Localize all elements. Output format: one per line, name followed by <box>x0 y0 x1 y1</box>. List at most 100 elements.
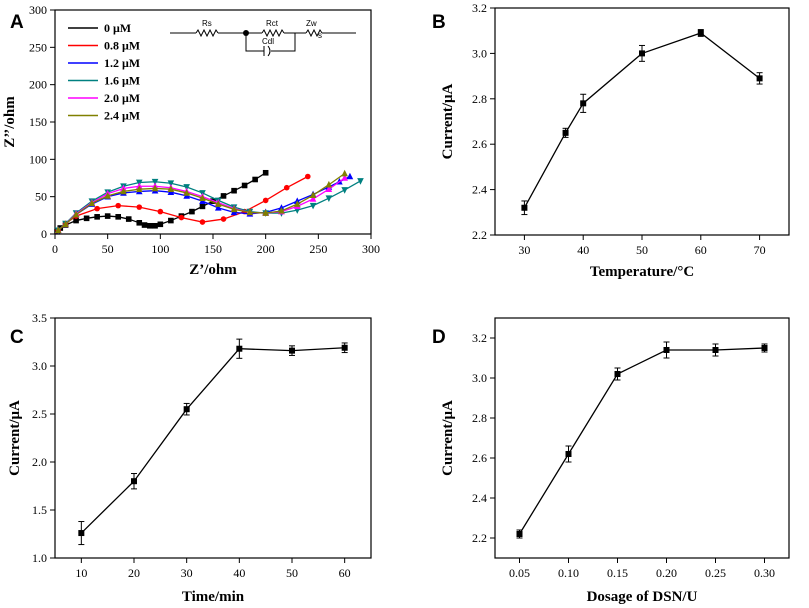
data-point <box>712 347 719 353</box>
data-point <box>178 214 185 221</box>
y-tick-label: 3.0 <box>472 371 487 385</box>
x-tick-label: 0.15 <box>607 566 628 580</box>
data-point <box>199 219 206 225</box>
data-point <box>183 406 190 413</box>
data-point <box>220 216 227 222</box>
data-point <box>167 185 175 192</box>
data-point <box>262 169 269 176</box>
x-tick-label: 40 <box>233 566 245 580</box>
data-point <box>516 531 523 537</box>
x-tick-label: 30 <box>181 566 193 580</box>
data-point <box>241 182 248 189</box>
x-tick-label: 100 <box>151 242 169 256</box>
y-tick-label: 2.0 <box>32 455 47 469</box>
x-tick-label: 250 <box>309 242 327 256</box>
data-point <box>346 172 354 180</box>
y-tick-label: 0 <box>41 227 47 241</box>
x-tick-label: 0.20 <box>656 566 677 580</box>
label-zw-sub: s <box>318 31 322 40</box>
data-point <box>136 204 143 210</box>
data-point <box>663 347 670 353</box>
label-rct: Rct <box>266 19 279 28</box>
y-tick-label: 300 <box>29 3 47 17</box>
panel-letter: D <box>432 327 446 348</box>
x-tick-label: 0.25 <box>705 566 726 580</box>
data-point <box>54 226 62 234</box>
data-point <box>639 50 645 57</box>
data-point <box>341 169 348 177</box>
data-point <box>104 213 111 219</box>
x-tick-label: 0.30 <box>754 566 775 580</box>
data-point <box>214 204 222 211</box>
y-tick-label: 200 <box>29 78 47 92</box>
label-rs: Rs <box>202 19 212 28</box>
data-point <box>167 180 175 188</box>
data-point <box>152 222 158 229</box>
x-tick-label: 50 <box>636 243 648 257</box>
data-point <box>135 185 143 192</box>
y-tick-label: 2.2 <box>472 531 487 545</box>
legend-entry: 0 μM <box>104 21 131 35</box>
series-line <box>518 347 765 535</box>
data-point <box>236 345 243 352</box>
y-axis-label: Current/μA <box>440 400 456 476</box>
data-point <box>293 200 301 207</box>
data-point <box>115 202 121 209</box>
data-point <box>309 195 317 202</box>
legend-entry: 1.6 μM <box>104 74 140 88</box>
data-point <box>115 214 121 220</box>
x-tick-label: 0.05 <box>509 566 530 580</box>
data-point <box>305 173 311 180</box>
series-line <box>57 180 361 231</box>
data-point <box>183 184 190 191</box>
panel-b: 30 40 50 60 70 2.2 2.4 2.6 2.8 3.0 3.2 Temperature/… <box>432 1 790 280</box>
data-point <box>141 222 148 228</box>
y-tick-label: 2.4 <box>472 491 487 505</box>
capacitor-plate <box>267 45 271 57</box>
series-line <box>80 347 345 534</box>
legend-entry: 2.0 μM <box>104 91 140 105</box>
data-point <box>341 344 348 351</box>
x-tick-label: 0 <box>52 242 58 256</box>
series-line <box>57 175 309 231</box>
y-tick-label: 2.2 <box>472 228 487 242</box>
data-point <box>325 180 333 188</box>
data-point <box>214 200 222 207</box>
data-point <box>262 209 269 216</box>
data-point <box>88 199 96 207</box>
plot-frame <box>494 7 790 236</box>
y-tick-label: 150 <box>29 115 47 129</box>
wire <box>245 33 264 52</box>
data-point <box>104 192 111 199</box>
x-tick-label: 20 <box>128 566 140 580</box>
series-line <box>523 32 760 209</box>
x-axis-label: Z’/ohm <box>189 262 237 278</box>
x-axis-label: Dosage of DSN/U <box>587 589 698 605</box>
data-point <box>325 195 333 202</box>
x-tick-label: 60 <box>695 243 707 257</box>
y-tick-label: 2.6 <box>472 137 487 151</box>
y-tick-label: 3.2 <box>472 1 487 15</box>
resistor-rs <box>195 28 219 38</box>
data-point <box>157 208 164 215</box>
legend-entry: 0.8 μM <box>104 39 140 53</box>
data-point <box>94 214 100 220</box>
x-axis-label: Time/min <box>182 589 245 605</box>
data-point <box>278 207 285 214</box>
data-point <box>357 178 364 185</box>
data-point <box>230 205 238 213</box>
y-axis-label: Z’’/ohm <box>2 96 18 148</box>
data-point <box>761 345 768 351</box>
y-tick-label: 2.8 <box>472 92 487 106</box>
data-point <box>151 178 159 186</box>
data-point <box>62 220 69 228</box>
panel-letter: A <box>10 12 24 33</box>
data-point <box>580 100 587 107</box>
panel-a: 0 50 100 150 200 250 300 0 50 100 150 200 250 300 Z’/o… <box>2 3 380 278</box>
panel-letter: C <box>10 327 24 348</box>
data-point <box>565 451 572 457</box>
data-point <box>73 217 79 224</box>
x-axis-label: Temperature/°C <box>590 264 694 280</box>
data-point <box>189 208 195 215</box>
